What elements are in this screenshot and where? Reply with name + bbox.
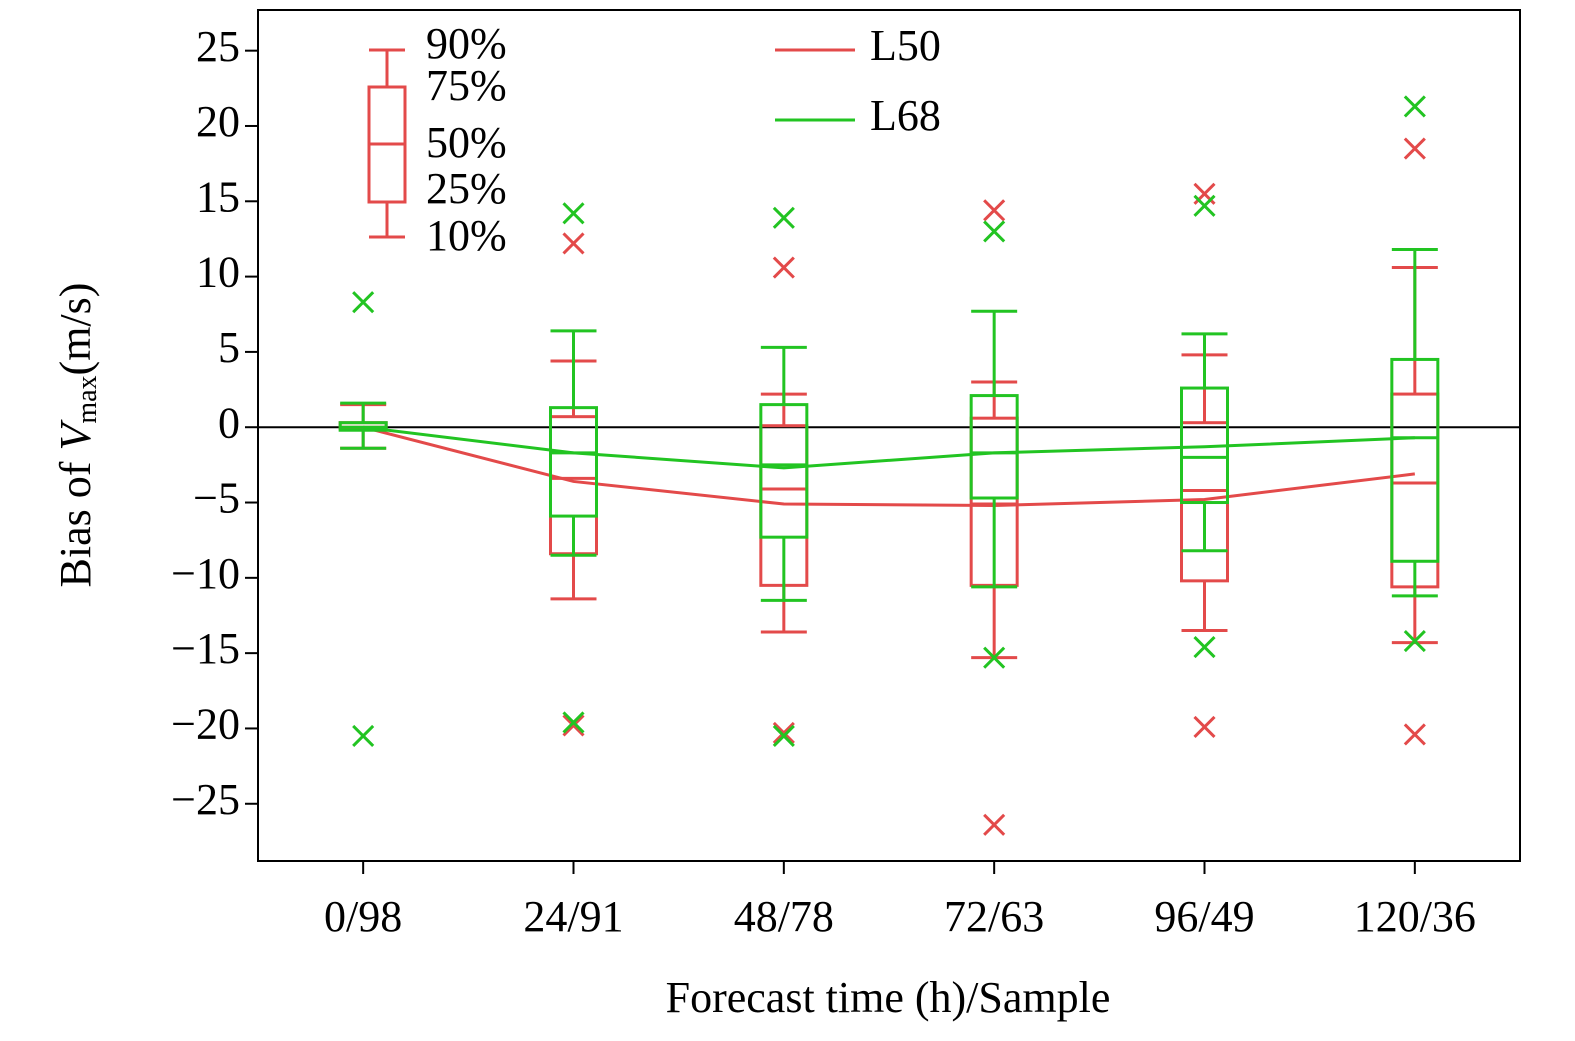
outlier bbox=[562, 202, 585, 225]
outlier bbox=[352, 724, 375, 748]
y-tick-label: 0 bbox=[218, 398, 240, 447]
y-tick-label: 10 bbox=[196, 248, 240, 297]
y-tick-label: 25 bbox=[196, 22, 240, 71]
outlier bbox=[983, 813, 1006, 836]
legend-label: L50 bbox=[870, 21, 941, 70]
x-tick-label: 24/91 bbox=[523, 892, 623, 941]
outlier bbox=[983, 199, 1006, 222]
outlier bbox=[772, 721, 795, 745]
outlier bbox=[983, 646, 1006, 669]
box bbox=[1390, 357, 1440, 563]
y-tick-label: 20 bbox=[196, 97, 240, 146]
x-tick-label: 48/78 bbox=[734, 892, 834, 941]
box-legend-label: 75% bbox=[426, 61, 507, 110]
outlier bbox=[983, 220, 1006, 243]
y-tick-label: 15 bbox=[196, 172, 240, 221]
outlier bbox=[1193, 636, 1216, 659]
outlier bbox=[1403, 630, 1426, 653]
y-label-symbol: V bbox=[51, 419, 100, 451]
y-tick-label: −5 bbox=[193, 474, 240, 523]
mean-line bbox=[362, 425, 1416, 508]
y-tick-label: −15 bbox=[171, 624, 240, 673]
box bbox=[759, 403, 809, 539]
outlier bbox=[562, 232, 585, 255]
outlier bbox=[772, 256, 795, 279]
y-label-subscript: max bbox=[72, 375, 103, 423]
outlier bbox=[1193, 194, 1216, 217]
box bbox=[1390, 392, 1440, 589]
box bbox=[969, 394, 1019, 500]
box-legend-label: 90% bbox=[426, 19, 507, 68]
box-legend-label: 25% bbox=[426, 164, 507, 213]
legend-label: L68 bbox=[870, 91, 941, 140]
box bbox=[549, 406, 598, 518]
mean-line bbox=[362, 425, 1415, 470]
x-tick-label: 72/63 bbox=[944, 892, 1044, 941]
outlier bbox=[1403, 137, 1426, 160]
outlier bbox=[1193, 715, 1216, 739]
outlier bbox=[562, 711, 585, 734]
x-tick-label: 120/36 bbox=[1354, 892, 1476, 941]
y-label-prefix: Bias of bbox=[51, 461, 100, 587]
outlier bbox=[772, 206, 795, 229]
box-legend-label: 10% bbox=[426, 211, 507, 260]
x-axis-label: Forecast time (h)/Sample bbox=[666, 973, 1111, 1022]
outlier bbox=[1403, 723, 1426, 746]
y-tick-label: −10 bbox=[171, 549, 240, 598]
y-tick-label: 5 bbox=[218, 323, 240, 372]
x-tick-label: 96/49 bbox=[1154, 892, 1254, 941]
y-label-suffix: (m/s) bbox=[51, 283, 100, 376]
y-axis-label: Bias of Vmax(m/s) bbox=[51, 283, 103, 588]
outlier bbox=[772, 724, 795, 748]
x-tick-label: 0/98 bbox=[324, 892, 402, 941]
outlier bbox=[1403, 95, 1426, 118]
outlier bbox=[562, 714, 585, 737]
y-tick-label: −25 bbox=[171, 775, 240, 824]
y-tick-label: −20 bbox=[171, 700, 240, 749]
box-legend-label: 50% bbox=[426, 118, 507, 167]
outlier bbox=[352, 291, 375, 314]
plot-frame bbox=[257, 9, 1521, 862]
